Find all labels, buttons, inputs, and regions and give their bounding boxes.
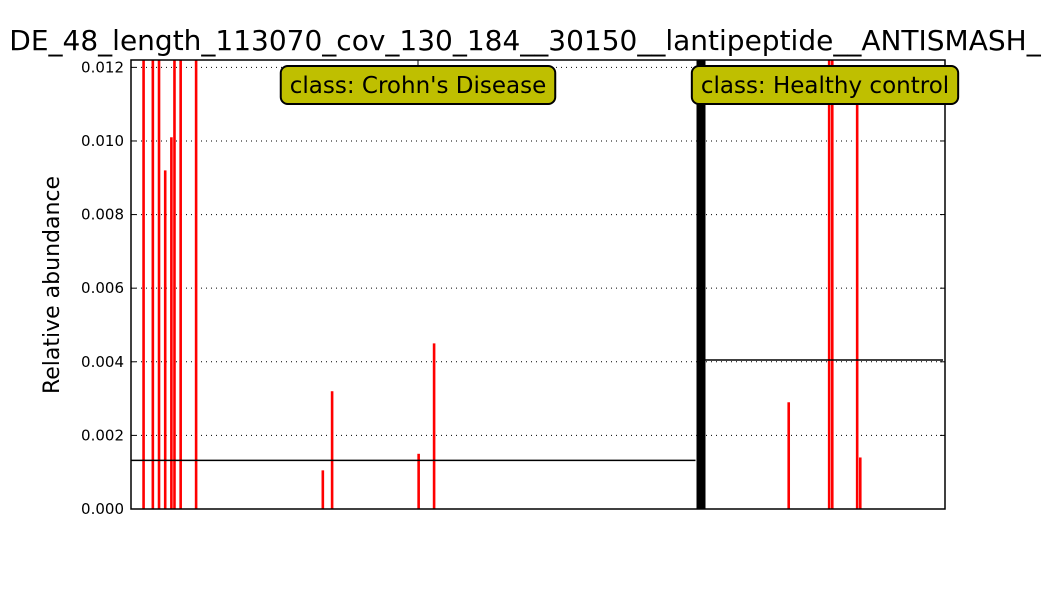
bar xyxy=(170,137,173,510)
class-label-text: class: Healthy control xyxy=(701,73,949,99)
y-tick-label: 0.010 xyxy=(81,132,124,150)
chart-title: DE_48_length_113070_cov_130_184__30150__… xyxy=(9,24,1041,57)
bar xyxy=(157,60,161,509)
class-label-box xyxy=(279,65,557,105)
y-tick-label: 0.000 xyxy=(81,500,124,518)
class-label: class: Healthy control xyxy=(690,65,960,105)
bar xyxy=(173,60,176,509)
class-label-box xyxy=(690,65,960,105)
bar xyxy=(855,104,859,509)
bar xyxy=(194,60,198,509)
class-labels: class: Crohn's Disease class: Healthy con… xyxy=(279,65,960,105)
bar xyxy=(858,457,862,509)
y-ticks: 0.000 0.002 0.004 0.006 0.008 0.010 0.012 xyxy=(81,58,945,518)
bar xyxy=(321,470,325,509)
bar xyxy=(330,391,334,509)
class-label: class: Crohn's Disease xyxy=(279,65,557,105)
class-label-text: class: Crohn's Disease xyxy=(290,73,546,99)
plot-frame xyxy=(130,59,946,510)
y-tick-label: 0.002 xyxy=(81,426,124,444)
grid-lines xyxy=(131,66,945,436)
bar xyxy=(417,453,420,509)
y-tick-label: 0.008 xyxy=(81,206,124,224)
bar xyxy=(179,60,182,509)
bar xyxy=(151,60,155,509)
bar xyxy=(787,402,791,509)
y-tick-label: 0.004 xyxy=(81,353,124,371)
bars xyxy=(142,60,862,510)
y-tick-label: 0.012 xyxy=(81,58,124,76)
bar xyxy=(827,60,831,509)
bar xyxy=(163,170,167,509)
bar xyxy=(830,60,834,509)
mean-lines xyxy=(131,359,943,462)
y-tick-label: 0.006 xyxy=(81,279,124,297)
y-axis-label: Relative abundance xyxy=(40,176,65,394)
class-divider xyxy=(696,60,706,509)
bar xyxy=(432,343,436,509)
bar xyxy=(142,60,145,509)
